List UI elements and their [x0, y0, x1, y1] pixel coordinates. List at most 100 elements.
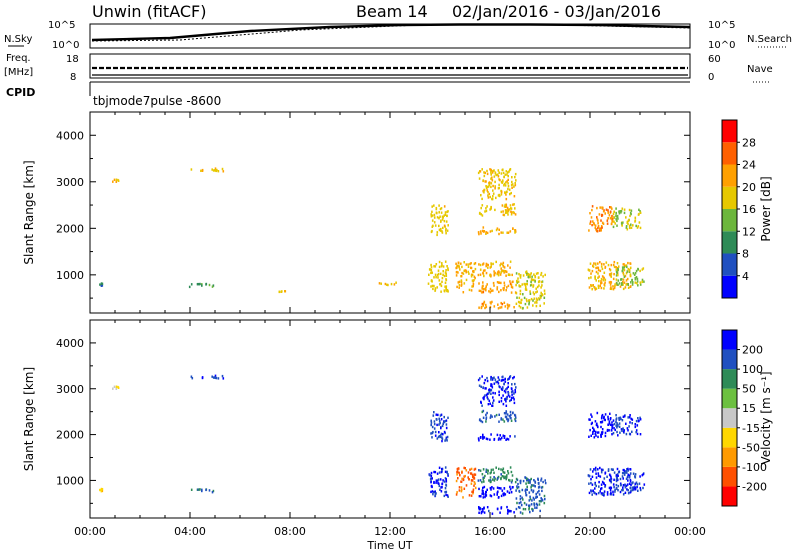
data-cell	[473, 262, 476, 266]
data-cell	[500, 172, 503, 175]
data-cell	[592, 432, 594, 435]
data-cell	[597, 435, 599, 439]
data-cell	[510, 413, 512, 417]
data-cell	[613, 286, 616, 290]
data-cell	[623, 211, 626, 215]
data-cell	[458, 471, 460, 475]
data-cell	[629, 491, 632, 494]
data-cell	[491, 229, 493, 233]
data-cell	[627, 416, 629, 419]
data-cell	[490, 168, 492, 172]
data-cell	[597, 491, 600, 495]
data-cell	[500, 191, 503, 194]
data-cell	[436, 273, 439, 277]
data-cell	[606, 222, 609, 225]
data-cell	[521, 283, 524, 286]
data-cell	[456, 270, 458, 274]
data-cell	[630, 212, 632, 216]
data-cell	[429, 268, 431, 271]
data-cell	[514, 175, 516, 179]
data-cell	[597, 472, 600, 475]
data-cell	[604, 431, 607, 435]
data-cell	[523, 282, 526, 286]
data-cell	[601, 275, 604, 278]
data-cell	[443, 224, 446, 227]
data-cell	[600, 225, 603, 228]
data-cell	[617, 265, 620, 268]
data-cell	[519, 274, 522, 277]
data-cell	[434, 470, 437, 474]
data-cell	[617, 279, 620, 282]
data-cell	[492, 184, 494, 188]
data-cell	[445, 419, 448, 422]
data-cell	[443, 219, 446, 223]
data-cell	[485, 413, 487, 417]
data-cell	[438, 434, 441, 438]
data-cell	[538, 297, 540, 300]
data-cell	[594, 263, 597, 266]
data-cell	[597, 286, 600, 289]
data-cell	[493, 376, 495, 379]
data-cell	[492, 281, 495, 285]
data-cell	[490, 468, 493, 472]
data-cell	[484, 171, 486, 175]
data-cell	[101, 488, 104, 491]
data-cell	[494, 185, 496, 188]
data-cell	[506, 210, 508, 214]
data-cell	[603, 287, 605, 290]
data-cell	[613, 220, 615, 223]
data-cell	[464, 474, 466, 478]
data-cell	[216, 168, 218, 172]
data-cell	[525, 286, 527, 289]
data-cell	[492, 401, 494, 405]
data-cell	[483, 171, 485, 174]
colorbar-segment	[722, 275, 737, 298]
data-cell	[544, 273, 546, 277]
data-cell	[484, 378, 486, 382]
data-cell	[504, 191, 507, 195]
data-cell	[539, 500, 542, 503]
data-cell	[596, 206, 598, 210]
data-cell	[431, 284, 434, 288]
data-cell	[490, 262, 492, 265]
data-cell	[605, 261, 608, 264]
data-cell	[507, 178, 509, 182]
data-cell	[438, 431, 440, 434]
data-cell	[517, 506, 520, 509]
data-cell	[612, 225, 615, 229]
data-cell	[440, 290, 442, 293]
data-cell	[484, 394, 486, 397]
data-cell	[603, 271, 606, 274]
data-cell	[603, 283, 606, 286]
data-cell	[445, 220, 448, 223]
data-cell	[497, 382, 500, 385]
y-tick-label: 1000	[56, 269, 84, 282]
data-cell	[503, 476, 505, 480]
data-cell	[115, 178, 118, 181]
data-cell	[439, 478, 442, 481]
data-cell	[502, 467, 505, 470]
data-cell	[599, 475, 602, 478]
noise-tick-top-left: 10^5	[48, 20, 75, 31]
data-cell	[631, 422, 633, 425]
data-cell	[639, 416, 641, 419]
data-cell	[600, 492, 603, 495]
data-cell	[472, 475, 475, 478]
data-cell	[533, 504, 536, 507]
data-cell	[621, 282, 623, 285]
data-cell	[502, 378, 505, 382]
data-cell	[474, 467, 477, 471]
data-cell	[488, 479, 490, 482]
data-cell	[616, 283, 618, 286]
data-cell	[530, 489, 533, 492]
data-cell	[616, 214, 619, 218]
data-cell	[538, 489, 540, 493]
data-cell	[500, 193, 503, 196]
data-cell	[535, 272, 538, 275]
data-cell	[623, 268, 626, 272]
data-cell	[487, 196, 490, 199]
data-cell	[590, 481, 592, 485]
data-cell	[537, 272, 539, 275]
data-cell	[438, 260, 441, 264]
data-cell	[199, 282, 201, 286]
